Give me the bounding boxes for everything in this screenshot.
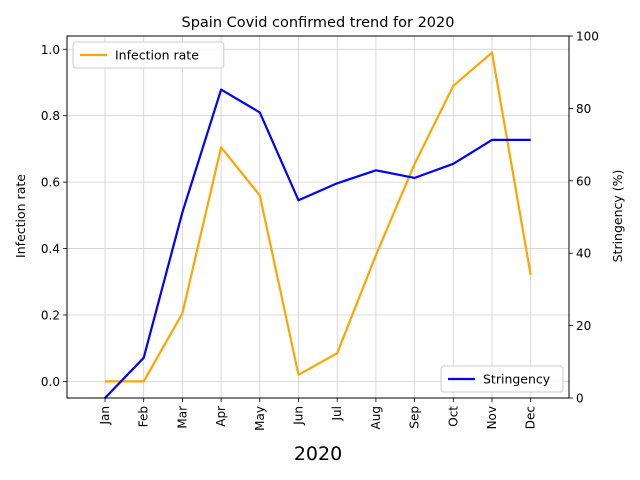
x-tick-label: Aug bbox=[369, 406, 383, 429]
chart-title: Spain Covid confirmed trend for 2020 bbox=[182, 15, 455, 31]
x-tick-label: Mar bbox=[175, 406, 189, 429]
y-left-tick-label: 0.6 bbox=[41, 176, 60, 190]
legend-infection-rate: Infection rate bbox=[72, 41, 225, 69]
series-line-stringency bbox=[104, 88, 531, 399]
x-tick-label: Dec bbox=[524, 406, 538, 429]
legends: Infection rate Stringency bbox=[72, 41, 564, 393]
legend-box bbox=[440, 365, 564, 393]
y-left-tick-label: 1.0 bbox=[41, 43, 60, 57]
axis-ticks: Jan Feb Mar Apr May Jun Jul Aug Sep Oct Nov Dec 0.0 0… bbox=[41, 30, 599, 431]
y-right-tick-label: 0 bbox=[576, 392, 584, 406]
x-tick-label: Jul bbox=[330, 406, 344, 421]
x-tick-label: Apr bbox=[214, 406, 228, 427]
y-left-tick-label: 0.0 bbox=[41, 375, 60, 389]
y-axis-right-label: Stringency (%) bbox=[610, 170, 625, 263]
y-right-tick-label: 60 bbox=[576, 174, 591, 188]
series-line-infection-rate bbox=[105, 51, 532, 383]
x-tick-label: Oct bbox=[446, 406, 460, 427]
y-left-tick-label: 0.2 bbox=[41, 308, 60, 322]
x-tick-label: Jun bbox=[292, 406, 306, 426]
legend-label: Infection rate bbox=[115, 48, 199, 63]
y-right-tick-label: 20 bbox=[576, 319, 591, 333]
y-right-tick-label: 100 bbox=[576, 30, 599, 44]
x-axis-label: 2020 bbox=[294, 443, 342, 465]
grid bbox=[67, 36, 569, 398]
x-tick-label: Nov bbox=[485, 406, 499, 429]
x-tick-label: Jan bbox=[98, 406, 112, 426]
legend-label: Stringency bbox=[483, 372, 551, 387]
y-right-tick-label: 80 bbox=[576, 102, 591, 116]
y-left-tick-label: 0.8 bbox=[41, 109, 60, 123]
x-tick-label: Feb bbox=[137, 406, 151, 427]
legend-box bbox=[72, 41, 225, 69]
x-tick-label: Sep bbox=[408, 406, 422, 429]
x-tick-label: May bbox=[253, 406, 267, 431]
plot-frame bbox=[66, 35, 570, 399]
y-left-tick-label: 0.4 bbox=[41, 242, 60, 256]
y-right-tick-label: 40 bbox=[576, 247, 591, 261]
legend-stringency: Stringency bbox=[440, 365, 564, 393]
y-axis-left-label: Infection rate bbox=[13, 174, 28, 258]
series-lines bbox=[104, 51, 532, 399]
